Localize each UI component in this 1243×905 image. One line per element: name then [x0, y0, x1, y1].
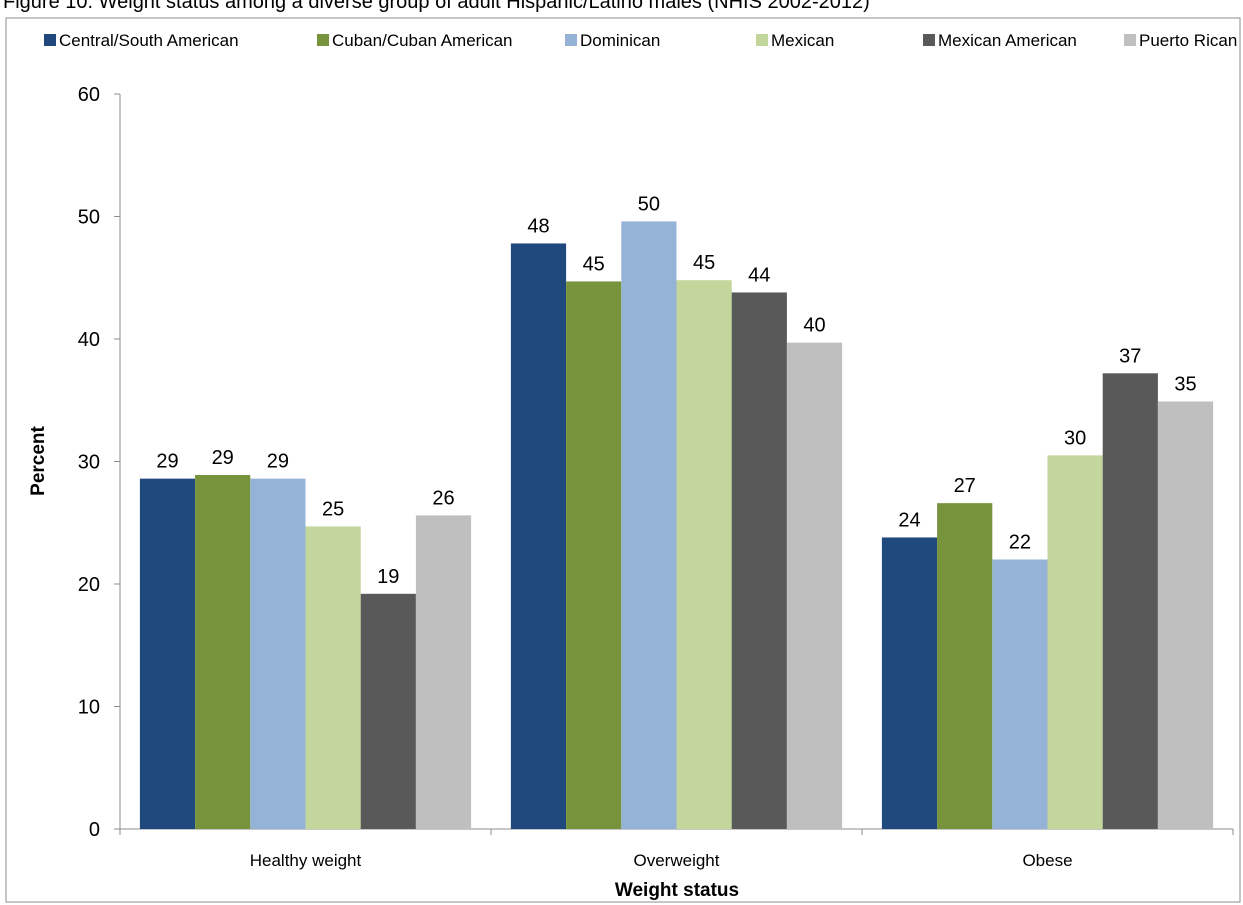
bar	[937, 503, 993, 829]
legend-label: Puerto Rican	[1139, 31, 1237, 50]
chart-title: Figure 10. Weight status among a diverse…	[3, 0, 870, 13]
data-label: 44	[748, 264, 770, 286]
data-label: 48	[527, 215, 549, 237]
bar	[731, 292, 787, 829]
legend-swatch	[565, 34, 577, 46]
x-tick-label: Obese	[1022, 851, 1072, 870]
legend-swatch	[317, 34, 329, 46]
bar	[1157, 401, 1214, 829]
bar	[510, 243, 567, 829]
legend-label: Cuban/Cuban American	[332, 31, 513, 50]
legend-label: Central/South American	[59, 31, 239, 50]
legend-label: Dominican	[580, 31, 660, 50]
y-tick-label: 60	[78, 84, 100, 106]
bar	[1102, 373, 1158, 829]
data-label: 27	[954, 475, 976, 497]
bar	[415, 515, 472, 829]
bar	[621, 221, 677, 829]
bar	[676, 280, 732, 829]
data-label: 29	[212, 447, 234, 469]
bar	[1047, 455, 1103, 829]
chart-frame	[5, 17, 1241, 903]
data-label: 24	[898, 509, 920, 531]
x-tick-label: Healthy weight	[250, 851, 362, 870]
bar	[786, 342, 843, 829]
y-tick-label: 40	[78, 329, 100, 351]
y-tick-label: 50	[78, 207, 100, 229]
bar	[881, 537, 938, 829]
data-label: 29	[267, 451, 289, 473]
legend: Central/South American Cuban/Cuban Americ…	[44, 31, 1237, 50]
data-label: 26	[432, 487, 454, 509]
legend-swatch	[756, 34, 768, 46]
legend-swatch	[923, 34, 935, 46]
bar	[139, 478, 196, 829]
data-label: 45	[583, 253, 605, 275]
bar	[360, 593, 416, 829]
legend-label: Mexican American	[938, 31, 1077, 50]
data-label: 22	[1009, 532, 1031, 554]
legend-swatch	[44, 34, 56, 46]
y-tick-label: 10	[78, 697, 100, 719]
bar	[195, 474, 251, 829]
data-label: 37	[1119, 345, 1141, 367]
data-label: 30	[1064, 427, 1086, 449]
bar	[250, 478, 306, 829]
y-tick-label: 0	[89, 819, 100, 841]
legend-swatch	[1124, 34, 1136, 46]
legend-label: Mexican	[771, 31, 834, 50]
y-tick-label: 30	[78, 452, 100, 474]
y-axis-title: Percent	[28, 425, 49, 495]
data-label: 45	[693, 252, 715, 274]
data-label: 40	[803, 315, 825, 337]
data-label: 19	[377, 566, 399, 588]
x-tick-label: Overweight	[634, 851, 720, 870]
data-label: 25	[322, 498, 344, 520]
bar	[992, 559, 1048, 829]
bar	[305, 526, 361, 829]
data-label: 35	[1174, 373, 1196, 395]
bar	[566, 281, 622, 829]
x-axis-title: Weight status	[615, 880, 739, 901]
data-label: 50	[638, 193, 660, 215]
plot-area: 0 10 20 30 40 50 60 29 29 29 25 19 26 Healthy weight 4…	[78, 84, 1234, 870]
y-tick-label: 20	[78, 574, 100, 596]
data-label: 29	[156, 451, 178, 473]
